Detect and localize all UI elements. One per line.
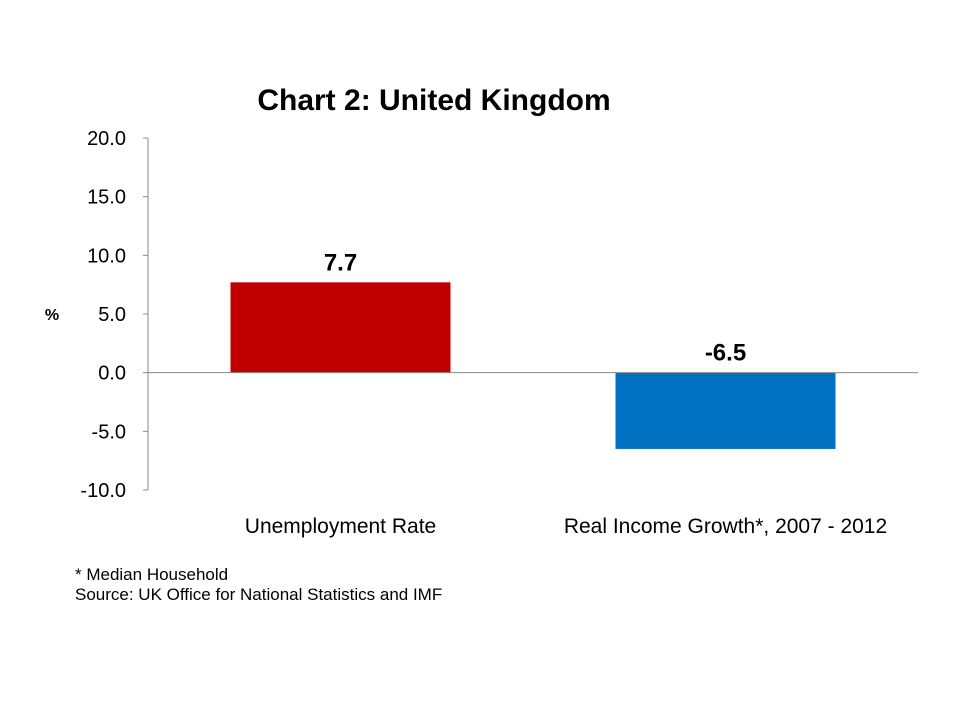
bar-1 (230, 282, 451, 373)
data-labels: 7.7 -6.5 (324, 249, 746, 366)
y-tick-label: 5.0 (98, 304, 126, 326)
y-tick-label: 20.0 (87, 128, 126, 150)
chart-title: Chart 2: United Kingdom (257, 84, 610, 117)
y-axis-label: % (45, 307, 59, 324)
x-category-label: Unemployment Rate (245, 515, 436, 538)
y-tick-label: -10.0 (80, 480, 126, 502)
x-category-label: Real Income Growth*, 2007 - 2012 (564, 515, 887, 538)
y-axis-ticks: 20.0 15.0 10.0 5.0 0.0 -5.0 -10.0 (80, 128, 148, 502)
y-tick-label: -5.0 (92, 421, 126, 443)
x-axis-categories: Unemployment Rate Real Income Growth*, 20… (245, 515, 887, 538)
bar-2 (615, 372, 836, 449)
y-tick-label: 10.0 (87, 245, 126, 267)
bars (230, 282, 836, 449)
y-tick-label: 15.0 (87, 187, 126, 209)
footnote: * Median Household (75, 565, 229, 584)
source-note: Source: UK Office for National Statistic… (75, 585, 443, 604)
data-label: 7.7 (324, 249, 357, 276)
y-tick-label: 0.0 (98, 363, 126, 385)
data-label: -6.5 (705, 340, 746, 367)
